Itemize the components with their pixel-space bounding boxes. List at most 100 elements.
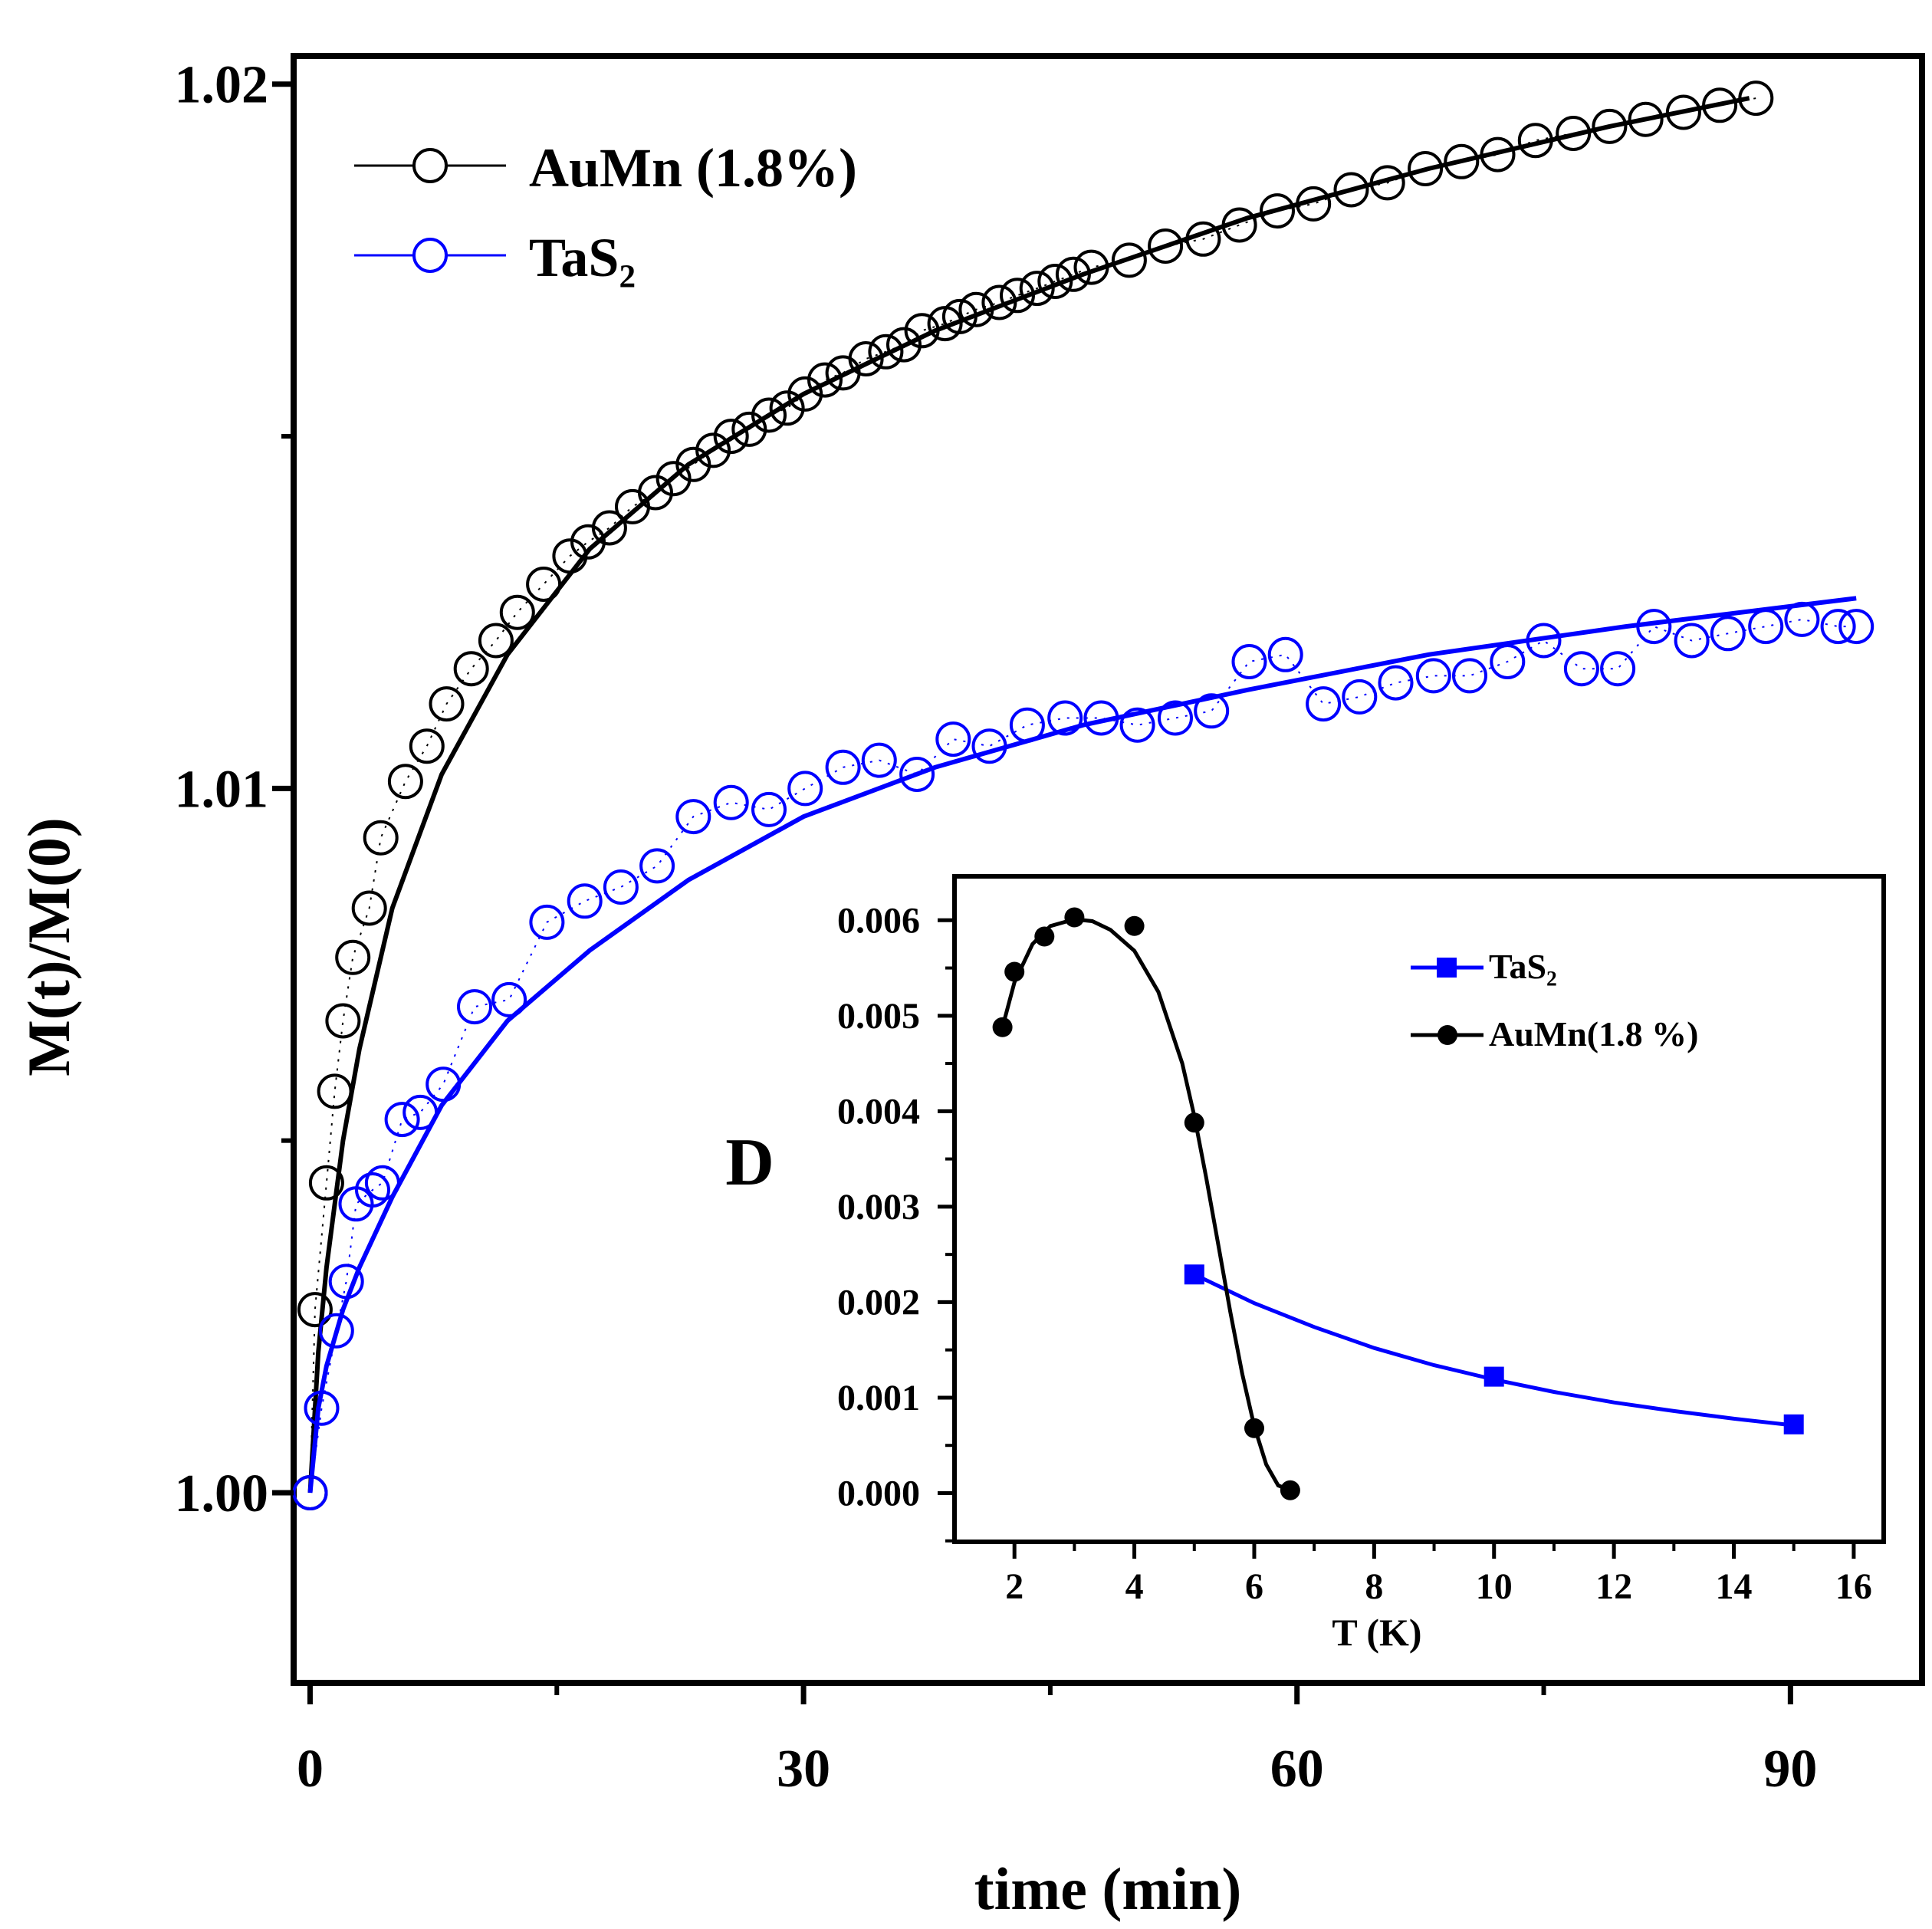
data-point-tas2	[1820, 609, 1856, 645]
data-point-aumn	[297, 1292, 333, 1328]
data-point-tas2	[751, 791, 787, 827]
inset-x-tick-label: 16	[1835, 1566, 1872, 1607]
data-point-tas2	[491, 981, 527, 1017]
data-point-tas2	[935, 721, 971, 757]
data-point-tas2	[1194, 693, 1230, 729]
inset-y-tick-label: 0.002	[837, 1282, 920, 1323]
data-point-aumn	[1148, 228, 1184, 264]
inset-legend: TaS₂ AuMn(1.8 %)	[1411, 947, 1698, 1053]
inset-data-point-tas2	[1783, 1414, 1804, 1434]
data-point-tas2	[1784, 601, 1820, 637]
data-point-tas2	[1674, 623, 1710, 659]
data-point-tas2	[1710, 616, 1746, 652]
inset-data-point-aumn	[1034, 926, 1055, 947]
main-axis-ticks: 0 30 60 90 1.00 1.01 1.02	[175, 56, 1818, 1799]
main-legend: AuMn (1.8%) TaS₂	[354, 137, 857, 288]
data-point-aumn	[1333, 172, 1369, 208]
data-point-tas2	[1452, 658, 1487, 694]
data-point-aumn	[1665, 94, 1701, 130]
data-line-aumn	[309, 97, 1756, 1494]
data-point-aumn	[807, 362, 843, 398]
data-point-aumn	[713, 419, 749, 455]
data-point-aumn	[1260, 193, 1295, 229]
data-point-tas2	[1009, 707, 1045, 743]
main-plot: 0 30 60 90 1.00 1.01 1.02 time (min) M(t)/M(0)…	[15, 53, 1925, 1922]
main-y-tick-label: 1.01	[175, 760, 269, 819]
data-point-tas2	[355, 1172, 390, 1208]
data-point-tas2	[292, 1475, 328, 1510]
inset-plot: 2 4 6 8 10 12 14 16 0.000 0.001 0.002 0.003 0.004 0.0…	[725, 874, 1886, 1654]
data-point-aumn	[1517, 123, 1553, 159]
data-point-tas2	[825, 749, 861, 785]
main-x-axis-label: time (min)	[974, 1855, 1242, 1922]
data-point-aumn	[638, 475, 673, 511]
data-point-aumn	[526, 567, 562, 602]
data-point-aumn	[656, 461, 692, 497]
data-point-tas2	[787, 771, 823, 807]
inset-y-tick-label: 0.001	[837, 1378, 920, 1418]
data-point-aumn	[363, 820, 399, 856]
data-point-tas2	[1838, 609, 1875, 645]
data-point-tas2	[402, 1094, 439, 1130]
inset-legend-label-tas2: TaS₂	[1489, 947, 1557, 986]
data-point-tas2	[364, 1165, 400, 1201]
data-point-tas2	[603, 869, 639, 905]
data-point-aumn	[499, 594, 535, 630]
data-point-aumn	[1738, 81, 1774, 117]
data-point-aumn	[325, 1003, 361, 1039]
main-x-tick-label: 0	[297, 1740, 324, 1799]
data-point-aumn	[848, 341, 884, 376]
data-point-tas2	[639, 848, 675, 884]
legend-label-tas2: TaS₂	[529, 227, 636, 288]
data-point-aumn	[478, 623, 514, 659]
data-point-tas2	[1378, 665, 1414, 701]
inset-y-tick-label: 0.004	[837, 1091, 920, 1132]
inset-y-tick-label: 0.000	[837, 1473, 920, 1513]
data-point-tas2	[567, 883, 603, 919]
data-point-aumn	[941, 298, 978, 334]
data-point-aumn	[453, 651, 489, 687]
inset-axis-ticks: 2 4 6 8 10 12 14 16 0.000 0.001 0.002 0.003 0.004 0.0…	[837, 900, 1872, 1607]
main-x-tick-label: 30	[777, 1740, 830, 1799]
legend-marker-tas2	[412, 238, 448, 273]
data-point-aumn	[335, 939, 371, 975]
inset-data-point-aumn	[992, 1017, 1013, 1037]
inset-x-tick-label: 10	[1476, 1566, 1513, 1607]
data-point-tas2	[971, 728, 1007, 764]
data-point-aumn	[1369, 165, 1405, 201]
data-point-aumn	[1055, 256, 1091, 292]
data-point-tas2	[1342, 679, 1378, 715]
data-point-aumn	[1185, 221, 1221, 257]
data-point-tas2	[1600, 651, 1636, 687]
data-point-tas2	[1563, 651, 1599, 687]
inset-y-tick-label: 0.003	[837, 1187, 920, 1227]
data-point-aumn	[1111, 242, 1147, 278]
data-point-tas2	[1158, 700, 1193, 736]
data-point-aumn	[1444, 143, 1480, 179]
main-y-axis-label: M(t)/M(0)	[15, 817, 82, 1076]
data-point-tas2	[899, 757, 935, 792]
inset-x-tick-label: 8	[1365, 1566, 1383, 1607]
inset-y-tick-label: 0.005	[837, 996, 920, 1037]
main-y-tick-label: 1.02	[175, 56, 269, 115]
data-point-tas2	[1047, 700, 1083, 736]
data-point-aumn	[731, 411, 767, 447]
inset-x-tick-label: 6	[1245, 1566, 1263, 1607]
data-point-aumn	[958, 291, 994, 327]
legend-label-aumn: AuMn (1.8%)	[529, 137, 857, 199]
data-point-tas2	[529, 904, 565, 940]
inset-data-point-aumn	[1280, 1480, 1300, 1500]
data-point-tas2	[1306, 686, 1342, 722]
data-point-aumn	[981, 284, 1017, 320]
legend-marker-aumn	[412, 148, 448, 183]
data-point-tas2	[1526, 623, 1562, 659]
fit-line-aumn	[307, 96, 1750, 1494]
data-point-aumn	[1037, 264, 1073, 299]
data-point-aumn	[886, 327, 922, 363]
data-point-aumn	[695, 432, 731, 468]
data-point-aumn	[591, 510, 627, 546]
data-point-aumn	[751, 397, 787, 433]
inset-data-markers	[992, 907, 1804, 1500]
data-point-aumn	[787, 376, 823, 412]
data-point-aumn	[868, 334, 904, 370]
